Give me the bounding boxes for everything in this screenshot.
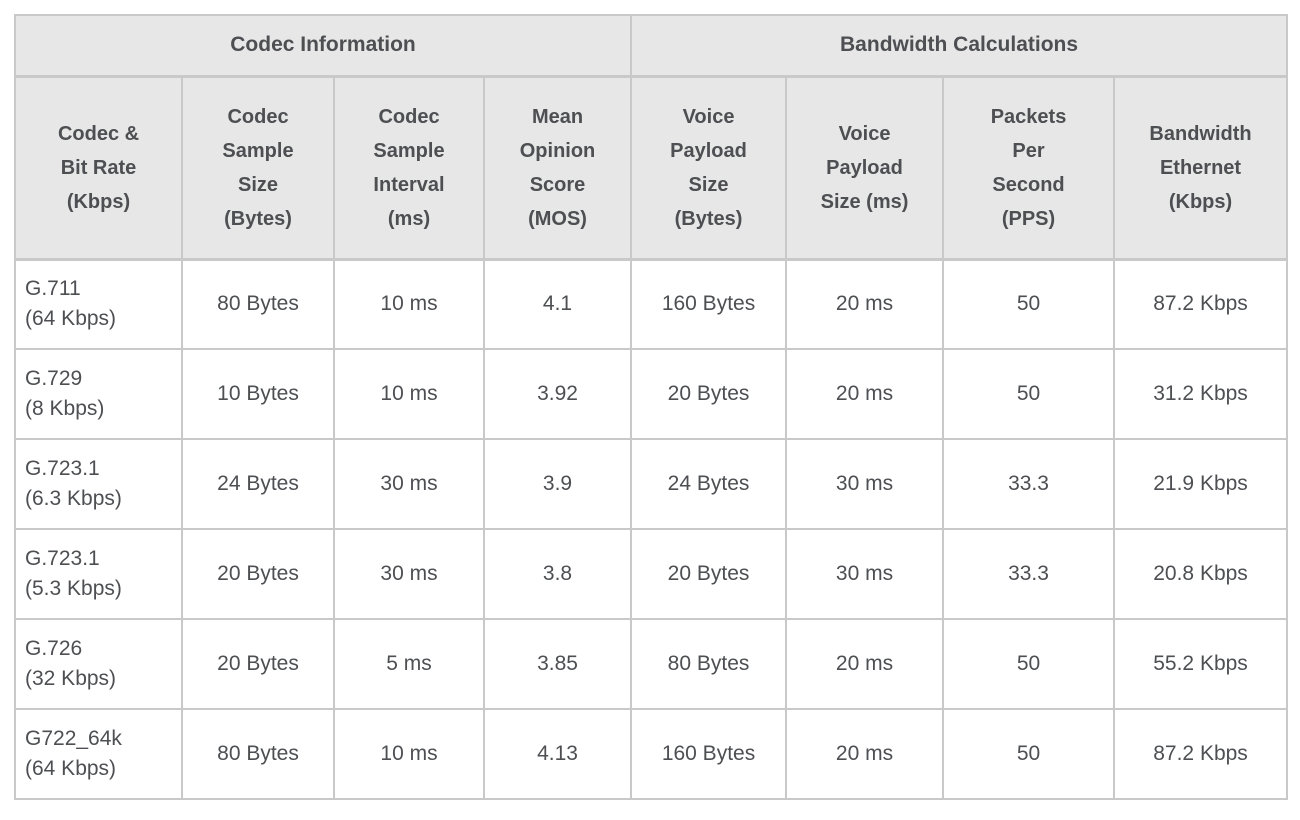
cell-mos: 4.13 <box>482 708 633 800</box>
cell-voice-payload-ms: 30 ms <box>785 528 945 620</box>
col-header-mean-opinion-score: Mean Opinion Score (MOS) <box>482 75 633 261</box>
col-header-codec-sample-size: Codec Sample Size (Bytes) <box>181 75 335 261</box>
cell-codec: G.711 (64 Kbps) <box>14 258 183 350</box>
cell-voice-payload-bytes: 20 Bytes <box>630 528 788 620</box>
cell-mos: 3.8 <box>482 528 633 620</box>
cell-codec: G.723.1 (5.3 Kbps) <box>14 528 183 620</box>
cell-codec-sample-size: 20 Bytes <box>181 528 335 620</box>
cell-pps: 50 <box>942 618 1116 710</box>
cell-pps: 33.3 <box>942 528 1116 620</box>
column-header-row: Codec & Bit Rate (Kbps) Codec Sample Siz… <box>14 75 1289 261</box>
cell-bandwidth-ethernet: 20.8 Kbps <box>1113 528 1289 620</box>
cell-codec-sample-interval: 30 ms <box>333 528 485 620</box>
cell-mos: 3.9 <box>482 438 633 530</box>
cell-voice-payload-bytes: 160 Bytes <box>630 708 788 800</box>
cell-voice-payload-bytes: 80 Bytes <box>630 618 788 710</box>
group-header-codec-information: Codec Information <box>13 14 633 78</box>
cell-codec-sample-interval: 10 ms <box>333 348 485 440</box>
cell-codec: G.729 (8 Kbps) <box>14 348 183 440</box>
cell-mos: 3.92 <box>482 348 633 440</box>
cell-bandwidth-ethernet: 87.2 Kbps <box>1113 708 1289 800</box>
cell-codec-sample-size: 80 Bytes <box>181 708 335 800</box>
cell-voice-payload-bytes: 24 Bytes <box>630 438 788 530</box>
cell-codec-sample-interval: 10 ms <box>333 708 485 800</box>
table-row: G.729 (8 Kbps) 10 Bytes 10 ms 3.92 20 By… <box>14 348 1289 440</box>
cell-bandwidth-ethernet: 87.2 Kbps <box>1113 258 1289 350</box>
cell-codec: G.723.1 (6.3 Kbps) <box>14 438 183 530</box>
col-header-codec-bit-rate: Codec & Bit Rate (Kbps) <box>14 75 183 261</box>
codec-bandwidth-table: Codec Information Bandwidth Calculations… <box>13 14 1289 800</box>
table-row: G722_64k (64 Kbps) 80 Bytes 10 ms 4.13 1… <box>14 708 1289 800</box>
col-header-packets-per-second: Packets Per Second (PPS) <box>942 75 1116 261</box>
table-row: G.711 (64 Kbps) 80 Bytes 10 ms 4.1 160 B… <box>14 258 1289 350</box>
cell-mos: 4.1 <box>482 258 633 350</box>
cell-codec-sample-interval: 5 ms <box>333 618 485 710</box>
cell-bandwidth-ethernet: 31.2 Kbps <box>1113 348 1289 440</box>
col-header-bandwidth-ethernet: Bandwidth Ethernet (Kbps) <box>1113 75 1289 261</box>
cell-voice-payload-ms: 20 ms <box>785 708 945 800</box>
cell-voice-payload-ms: 20 ms <box>785 348 945 440</box>
col-header-voice-payload-size-bytes: Voice Payload Size (Bytes) <box>630 75 788 261</box>
cell-mos: 3.85 <box>482 618 633 710</box>
cell-pps: 50 <box>942 258 1116 350</box>
cell-codec-sample-size: 24 Bytes <box>181 438 335 530</box>
col-header-codec-sample-interval: Codec Sample Interval (ms) <box>333 75 485 261</box>
group-header-row: Codec Information Bandwidth Calculations <box>13 14 1289 78</box>
cell-voice-payload-ms: 20 ms <box>785 258 945 350</box>
cell-voice-payload-bytes: 20 Bytes <box>630 348 788 440</box>
table-row: G.726 (32 Kbps) 20 Bytes 5 ms 3.85 80 By… <box>14 618 1289 710</box>
cell-pps: 50 <box>942 348 1116 440</box>
table-row: G.723.1 (6.3 Kbps) 24 Bytes 30 ms 3.9 24… <box>14 438 1289 530</box>
cell-voice-payload-ms: 20 ms <box>785 618 945 710</box>
cell-codec-sample-size: 20 Bytes <box>181 618 335 710</box>
cell-codec-sample-interval: 10 ms <box>333 258 485 350</box>
table-row: G.723.1 (5.3 Kbps) 20 Bytes 30 ms 3.8 20… <box>14 528 1289 620</box>
cell-voice-payload-ms: 30 ms <box>785 438 945 530</box>
cell-voice-payload-bytes: 160 Bytes <box>630 258 788 350</box>
cell-codec: G.726 (32 Kbps) <box>14 618 183 710</box>
cell-bandwidth-ethernet: 21.9 Kbps <box>1113 438 1289 530</box>
col-header-voice-payload-size-ms: Voice Payload Size (ms) <box>785 75 945 261</box>
cell-codec-sample-size: 10 Bytes <box>181 348 335 440</box>
group-header-bandwidth-calculations: Bandwidth Calculations <box>630 14 1289 78</box>
cell-pps: 33.3 <box>942 438 1116 530</box>
cell-bandwidth-ethernet: 55.2 Kbps <box>1113 618 1289 710</box>
cell-codec-sample-interval: 30 ms <box>333 438 485 530</box>
cell-codec-sample-size: 80 Bytes <box>181 258 335 350</box>
cell-pps: 50 <box>942 708 1116 800</box>
cell-codec: G722_64k (64 Kbps) <box>14 708 183 800</box>
